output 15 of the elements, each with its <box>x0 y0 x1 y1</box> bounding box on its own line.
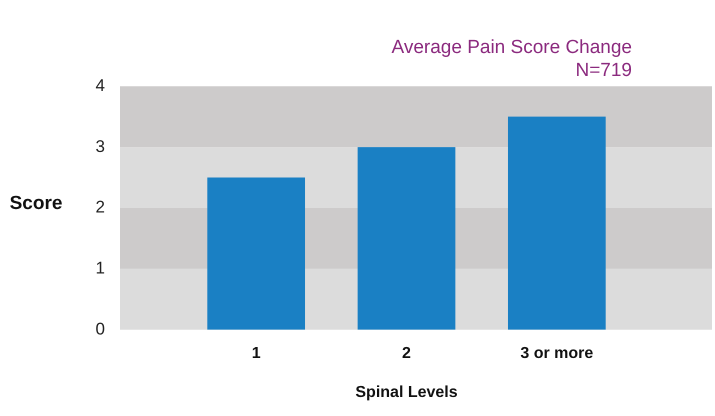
x-tick-label: 2 <box>402 344 412 362</box>
bar <box>207 178 306 330</box>
y-tick-label: 4 <box>96 76 105 95</box>
y-tick-label: 3 <box>96 136 105 156</box>
y-tick-label: 1 <box>96 258 105 278</box>
bar <box>358 147 456 330</box>
y-tick-label: 2 <box>96 198 105 217</box>
x-axis-title: Spinal Levels <box>355 384 458 402</box>
x-tick-label: 1 <box>252 344 261 362</box>
chart-subtitle: N=719 <box>575 60 632 82</box>
y-axis-title: Score <box>10 193 62 214</box>
bar <box>508 116 606 330</box>
y-tick-label: 0 <box>96 319 105 338</box>
chart-title: Average Pain Score Change <box>392 37 632 58</box>
x-tick-label: 3 or more <box>520 344 594 362</box>
